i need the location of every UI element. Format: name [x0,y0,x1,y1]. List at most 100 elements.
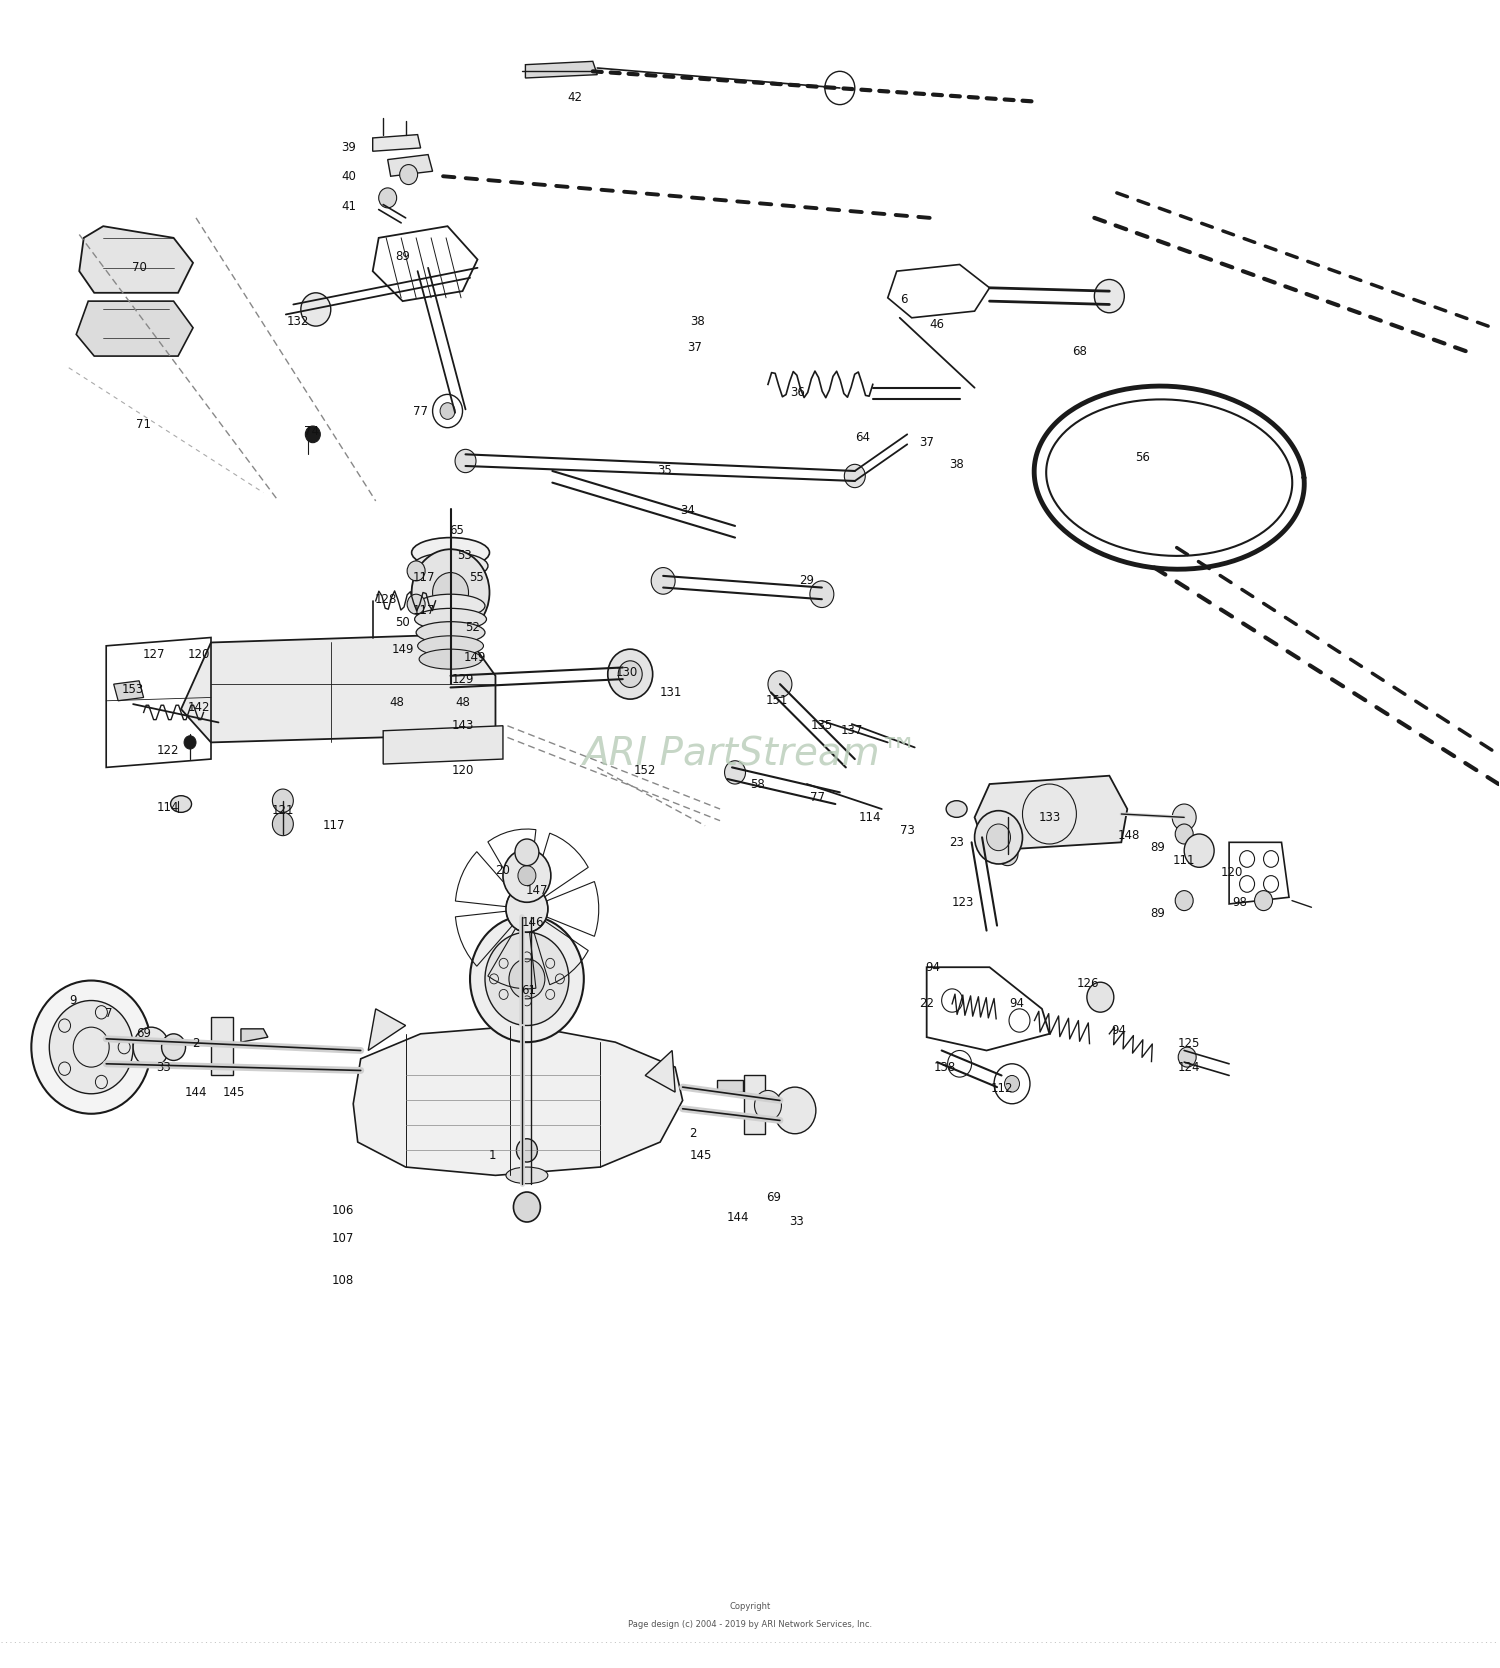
Circle shape [1254,891,1272,911]
Text: 146: 146 [522,916,544,929]
Text: 122: 122 [156,744,178,757]
Circle shape [844,464,865,487]
Circle shape [513,1193,540,1223]
Circle shape [509,959,544,999]
Ellipse shape [414,567,486,590]
Text: 38: 38 [690,315,705,327]
Circle shape [514,839,538,866]
Text: 41: 41 [340,200,356,214]
Text: 144: 144 [728,1211,750,1224]
Circle shape [754,1091,782,1121]
Ellipse shape [416,594,484,617]
Text: 133: 133 [1038,811,1060,824]
Polygon shape [525,62,597,78]
Circle shape [406,594,424,614]
Text: 29: 29 [800,574,814,587]
Circle shape [651,567,675,594]
Circle shape [484,932,568,1026]
Text: 64: 64 [855,430,870,444]
Text: 40: 40 [342,170,355,183]
Ellipse shape [506,1168,548,1184]
Text: 33: 33 [156,1061,171,1074]
Text: 147: 147 [526,884,549,897]
Circle shape [998,842,1018,866]
Text: 106: 106 [332,1204,354,1218]
Text: 114: 114 [858,811,880,824]
Polygon shape [744,1076,765,1134]
Text: 144: 144 [184,1086,207,1099]
Text: 36: 36 [790,387,806,399]
Ellipse shape [414,609,486,631]
Text: 20: 20 [495,864,510,877]
Text: 130: 130 [616,666,639,679]
Text: Copyright: Copyright [729,1603,771,1611]
Text: 117: 117 [413,604,435,617]
Polygon shape [717,1081,742,1093]
Circle shape [411,549,489,636]
Text: 94: 94 [1112,1024,1126,1037]
Circle shape [440,402,454,419]
Polygon shape [387,155,432,177]
Text: 53: 53 [456,549,471,562]
Text: 6: 6 [900,294,908,305]
Text: 98: 98 [1232,896,1246,909]
Ellipse shape [416,622,484,644]
Text: 117: 117 [413,570,435,584]
Text: 123: 123 [951,896,974,909]
Text: 152: 152 [634,764,657,777]
Text: 114: 114 [156,801,178,814]
Circle shape [306,425,321,442]
Text: 89: 89 [1150,907,1164,921]
Circle shape [768,671,792,697]
Circle shape [516,1139,537,1163]
Circle shape [378,188,396,208]
Text: 145: 145 [222,1086,245,1099]
Polygon shape [182,634,495,742]
Text: 149: 149 [464,651,486,664]
Text: 74: 74 [304,425,320,437]
Text: 143: 143 [452,719,474,732]
Text: 126: 126 [1077,977,1100,991]
Text: 2: 2 [192,1037,200,1051]
Text: 33: 33 [789,1216,804,1229]
Text: 137: 137 [840,724,862,737]
Circle shape [987,824,1011,851]
Polygon shape [352,1026,682,1176]
Text: 153: 153 [122,682,144,696]
Ellipse shape [946,801,968,817]
Text: 1: 1 [489,1149,496,1163]
Text: 58: 58 [750,777,765,791]
Text: 107: 107 [332,1233,354,1244]
Polygon shape [76,302,194,355]
Text: 128: 128 [375,592,398,605]
Text: 117: 117 [322,819,345,832]
Ellipse shape [413,552,488,579]
Text: 131: 131 [660,686,682,699]
Polygon shape [372,135,420,152]
Circle shape [50,1001,134,1094]
Polygon shape [80,227,194,294]
Text: 38: 38 [950,457,964,470]
Circle shape [1174,891,1192,911]
Circle shape [618,661,642,687]
Circle shape [1095,280,1125,314]
Text: 48: 48 [388,696,404,709]
Text: 120: 120 [452,764,474,777]
Text: 55: 55 [468,570,483,584]
Text: 69: 69 [766,1191,782,1204]
Ellipse shape [417,636,483,656]
Text: 121: 121 [272,804,294,817]
Text: 120: 120 [1221,866,1244,879]
Text: 34: 34 [680,504,694,517]
Circle shape [1172,804,1196,831]
Text: 145: 145 [690,1149,712,1163]
Text: Page design (c) 2004 - 2019 by ARI Network Services, Inc.: Page design (c) 2004 - 2019 by ARI Netwo… [628,1621,872,1630]
Text: 129: 129 [452,672,474,686]
Text: 2: 2 [690,1128,698,1141]
Text: 23: 23 [950,836,964,849]
Text: 138: 138 [933,1061,956,1074]
Polygon shape [368,1009,405,1051]
Text: 108: 108 [332,1274,354,1286]
Circle shape [454,449,476,472]
Circle shape [273,812,294,836]
